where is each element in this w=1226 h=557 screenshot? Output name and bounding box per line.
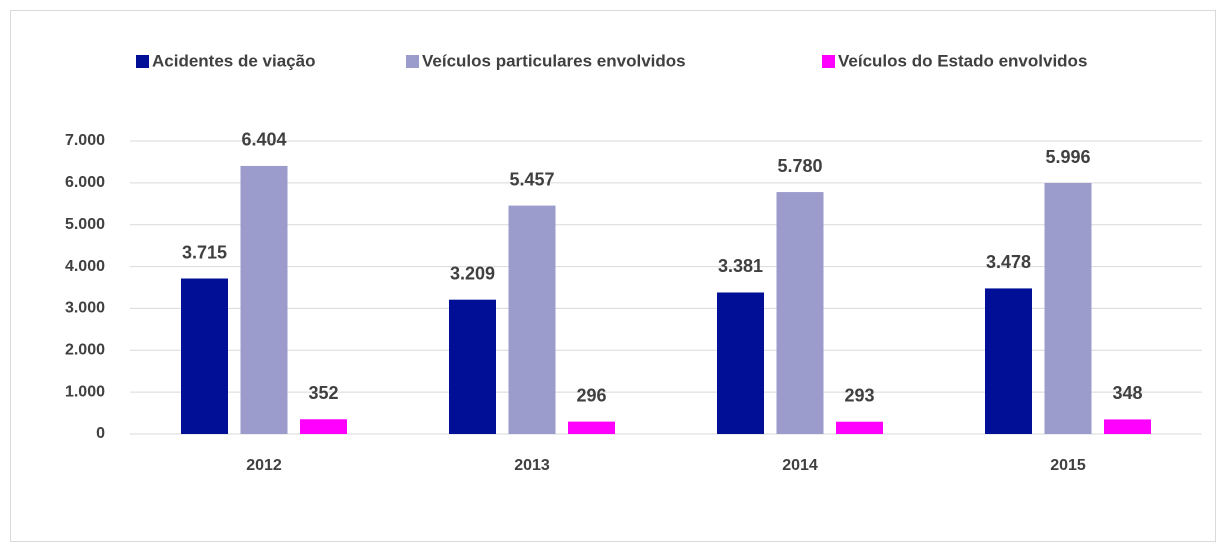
legend-label: Acidentes de viação bbox=[152, 51, 315, 70]
data-label: 296 bbox=[576, 385, 606, 405]
y-tick-label: 0 bbox=[96, 425, 105, 442]
chart-border bbox=[10, 10, 1216, 542]
x-tick-label: 2013 bbox=[514, 457, 550, 474]
y-tick-label: 6.000 bbox=[65, 174, 105, 191]
bar bbox=[300, 419, 347, 434]
bar bbox=[836, 421, 883, 434]
bar bbox=[449, 299, 496, 434]
bar bbox=[776, 192, 824, 434]
y-tick-label: 7.000 bbox=[65, 132, 105, 149]
data-label: 5.780 bbox=[777, 156, 822, 176]
y-tick-label: 3.000 bbox=[65, 300, 105, 317]
y-tick-label: 1.000 bbox=[65, 383, 105, 400]
bar bbox=[508, 205, 556, 434]
legend-swatch bbox=[822, 55, 835, 68]
bar bbox=[240, 165, 288, 435]
legend-label: Veículos particulares envolvidos bbox=[422, 51, 686, 70]
bar bbox=[181, 278, 228, 434]
bar bbox=[1104, 419, 1151, 434]
data-label: 3.381 bbox=[718, 256, 763, 276]
bar bbox=[568, 421, 615, 434]
y-tick-label: 4.000 bbox=[65, 258, 105, 275]
y-tick-label: 2.000 bbox=[65, 342, 105, 359]
legend-swatch bbox=[406, 55, 419, 68]
x-tick-label: 2014 bbox=[782, 457, 818, 474]
data-label: 5.457 bbox=[509, 169, 554, 189]
data-label: 348 bbox=[1112, 383, 1142, 403]
y-tick-label: 5.000 bbox=[65, 216, 105, 233]
legend-label: Veículos do Estado envolvidos bbox=[838, 51, 1087, 70]
data-label: 3.715 bbox=[182, 242, 227, 262]
legend-swatch bbox=[136, 55, 149, 68]
data-label: 6.404 bbox=[241, 130, 286, 150]
bar bbox=[717, 292, 764, 434]
data-label: 352 bbox=[308, 383, 338, 403]
bar bbox=[985, 288, 1032, 434]
bar bbox=[1044, 183, 1092, 434]
data-label: 293 bbox=[844, 385, 874, 405]
data-label: 3.209 bbox=[450, 263, 495, 283]
data-label: 5.996 bbox=[1045, 147, 1090, 167]
x-tick-label: 2012 bbox=[246, 457, 282, 474]
x-tick-label: 2015 bbox=[1050, 457, 1086, 474]
data-label: 3.478 bbox=[986, 252, 1031, 272]
